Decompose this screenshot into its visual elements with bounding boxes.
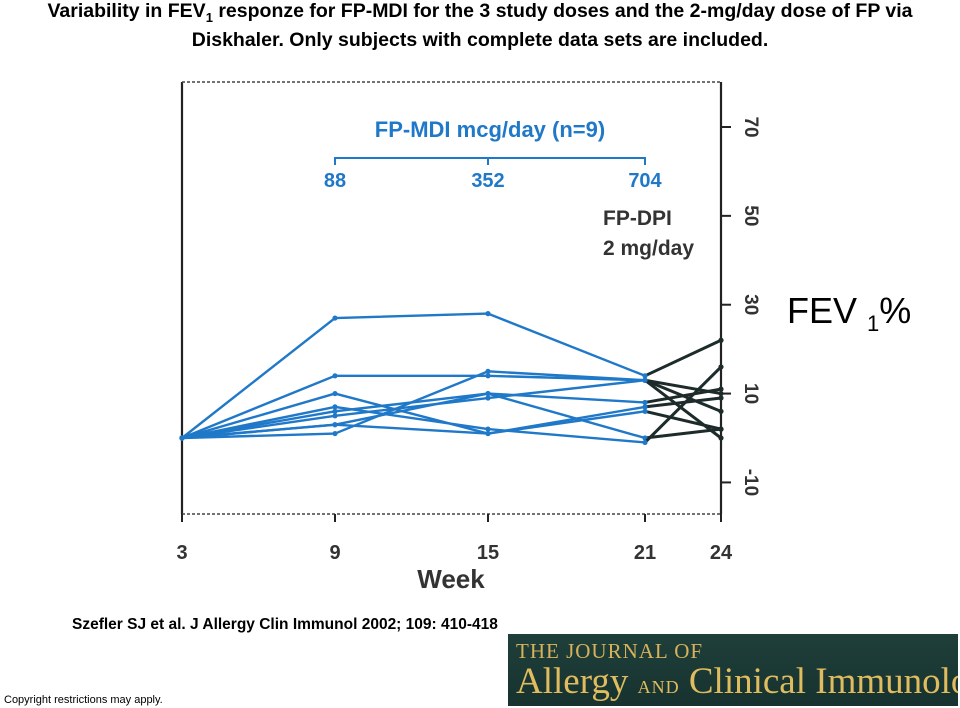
journal-logo-top: THE JOURNAL OF — [516, 639, 704, 663]
dpi-annotation-line1: FP-DPI — [603, 207, 672, 230]
journal-logo: THE JOURNAL OF Allergy AND Clinical Immu… — [508, 634, 958, 706]
y-tick-label--10: -10 — [740, 469, 761, 496]
series-5-point-24 — [718, 408, 724, 414]
series-6-dpi-line — [644, 427, 722, 440]
title-subscript: 1 — [205, 9, 213, 25]
series-4-point-21 — [642, 399, 648, 406]
title-line2: Diskhaler. Only subjects with complete d… — [191, 28, 769, 51]
x-tick-label-21: 21 — [634, 542, 656, 564]
series-7-point-24 — [718, 395, 724, 401]
series-8-mdi-line — [181, 405, 646, 444]
series-8-point-9 — [332, 404, 338, 410]
x-tick-label-9: 9 — [329, 542, 340, 564]
series-9-point-3 — [179, 435, 185, 441]
series-3-mdi-line — [181, 392, 646, 440]
x-tick-label-15: 15 — [477, 542, 499, 564]
y-tick-label-30: 30 — [740, 294, 761, 315]
series-5-mdi-line — [181, 379, 646, 440]
slide-title: Variability in FEV1 responze for FP-MDI … — [0, 0, 960, 52]
series-5-point-15 — [485, 395, 491, 401]
copyright-notice: Copyright restrictions may apply. — [4, 694, 163, 706]
y-axis-label-sub: 1 — [867, 311, 880, 337]
series-6-point-15 — [485, 390, 491, 397]
title-part1: Variability in FEV — [47, 0, 206, 22]
series-1-point-9 — [332, 315, 338, 321]
series-6-point-24 — [718, 426, 724, 432]
y-axis-label-main: FEV — [787, 290, 858, 331]
mdi-dose-label-352: 352 — [471, 170, 504, 192]
series-7-point-9 — [332, 422, 338, 428]
logo-clinical: Clinical Immunology — [688, 661, 958, 702]
series-1-mdi-line — [181, 312, 646, 439]
series-9-mdi-line — [181, 370, 646, 440]
mdi-dose-label-704: 704 — [628, 170, 662, 192]
series-3-point-21 — [642, 408, 648, 414]
series-2-point-24 — [718, 390, 724, 397]
series-4-point-24 — [718, 386, 724, 392]
mdi-dose-label-88: 88 — [324, 170, 346, 192]
series-5-dpi-line — [644, 378, 722, 413]
mdi-bracket — [334, 157, 646, 165]
series-8-point-24 — [718, 364, 724, 370]
y-tick-label-70: 70 — [740, 116, 761, 137]
x-axis-title: Week — [417, 564, 485, 594]
series-5-point-9 — [332, 413, 338, 419]
series-1-point-24 — [718, 337, 724, 343]
x-tick-label-3: 3 — [176, 542, 187, 564]
series-7-point-15 — [485, 430, 491, 437]
series-1-point-21 — [642, 373, 648, 379]
series-1-dpi-line — [644, 338, 722, 378]
series-4-point-9 — [332, 408, 338, 414]
series-7-mdi-line — [181, 405, 646, 440]
series-9-point-9 — [332, 430, 338, 437]
series-7-dpi-line — [644, 396, 722, 409]
series-9-point-21 — [642, 377, 648, 383]
logo-and: AND — [637, 677, 680, 697]
journal-logo-bottom: Allergy AND Clinical Immunology — [516, 662, 958, 706]
series-7-point-21 — [642, 404, 648, 410]
series-8-point-15 — [485, 426, 491, 432]
series-1-point-15 — [485, 311, 491, 317]
series-3-point-9 — [332, 390, 338, 397]
dpi-annotation-line2: 2 mg/day — [603, 237, 694, 260]
series-8-point-21 — [642, 439, 648, 446]
series-9-dpi-line — [644, 379, 722, 440]
series-2-point-9 — [332, 373, 338, 379]
logo-allergy: Allergy — [516, 661, 629, 702]
y-tick-label-50: 50 — [740, 205, 761, 226]
series-8-dpi-line — [643, 365, 723, 444]
mdi-header-annotation: FP-MDI mcg/day (n=9) — [375, 117, 605, 142]
y-tick-label-10: 10 — [740, 383, 761, 404]
series-9-point-24 — [718, 435, 724, 441]
series-2-point-15 — [485, 373, 491, 379]
x-tick-label-24: 24 — [710, 542, 733, 564]
y-axis-label: FEV 1% — [787, 290, 911, 337]
y-axis-label-suffix: % — [879, 290, 912, 331]
title-part2: responze for FP-MDI for the 3 study dose… — [212, 0, 913, 22]
series-3-dpi-line — [644, 409, 722, 431]
citation: Szefler SJ et al. J Allergy Clin Immunol… — [72, 616, 498, 633]
series-2-mdi-line — [181, 374, 646, 440]
series-9-point-15 — [485, 368, 491, 374]
